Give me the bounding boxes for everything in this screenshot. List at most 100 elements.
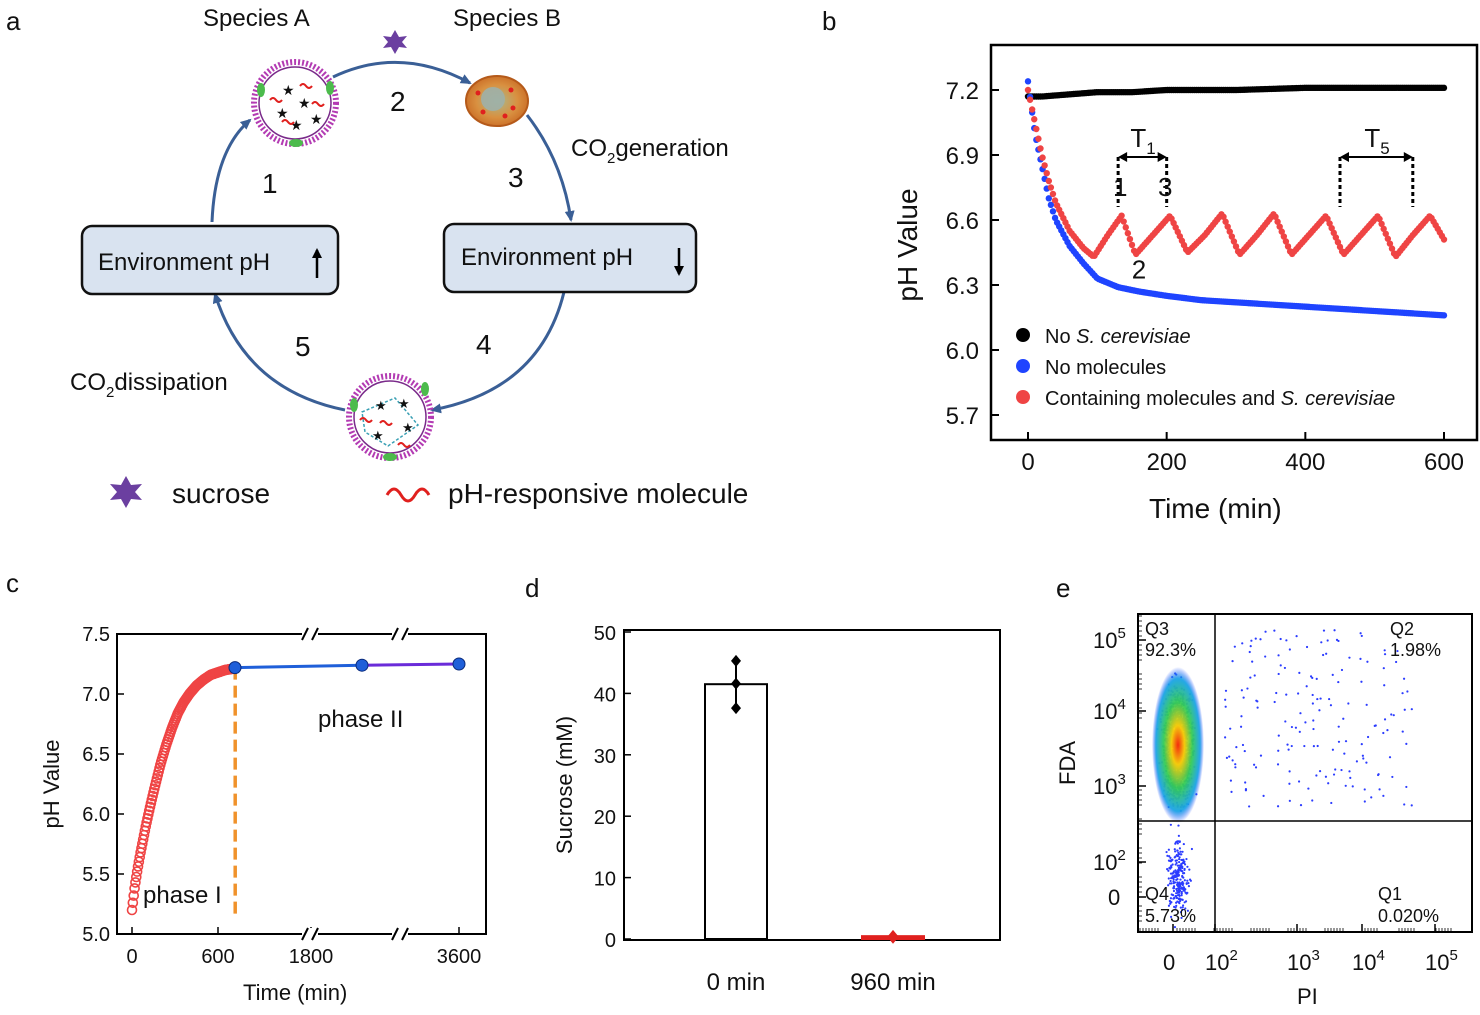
event-dot [1173,881,1177,884]
chart-b-point [1276,223,1283,230]
peak-label: 3 [1158,172,1172,202]
phase-1-label: phase I [143,882,222,909]
event-dot [1181,858,1184,862]
event-dot [1184,907,1187,910]
panel-c-chart: c 5.0 5.5 6.0 6.5 7.0 7.5 0 600 1800 3600 Time (m… [6,568,487,1005]
event-dot [1182,871,1186,875]
event-dot [1166,854,1169,857]
event-dot [1174,841,1177,844]
chart-b-series-0 [1024,84,1448,100]
event-dot [1179,906,1182,909]
event-dot [1177,851,1180,854]
chart-b-point [1382,230,1389,237]
event-dot [1312,727,1315,731]
event-dot [1179,911,1183,914]
event-dot [1330,801,1333,805]
event-dot [1224,705,1227,708]
axis-break-mark [401,627,409,641]
event-dot [1248,805,1251,808]
period-arrowhead-left [1118,152,1128,162]
chart-d-category-label: 960 min [850,969,935,996]
event-dot [1179,882,1182,885]
svg-text:★: ★ [372,428,384,443]
event-dot [1180,898,1183,901]
event-dot [1169,902,1172,905]
chart-b-legend: No S. cerevisiae No molecules Containing… [1016,326,1395,410]
event-dot [1188,868,1191,871]
event-dot [1168,882,1172,885]
period-label-1: T5 [1364,123,1389,158]
event-dot [1176,849,1179,852]
event-dot [1251,660,1254,663]
chart-b-point [1033,125,1040,133]
event-dot [1297,780,1301,783]
event-dot [1183,879,1186,882]
chart-b-x-tick-label: 200 [1147,449,1187,476]
chart-b-point [1047,201,1055,209]
event-dot [1309,675,1313,678]
event-dot [1276,763,1280,766]
chart-b-point [1039,154,1046,161]
event-dot [1178,856,1181,859]
event-dot [1349,776,1352,779]
svg-text:★: ★ [398,396,410,411]
event-dot [1324,775,1328,778]
event-dot [1288,782,1291,785]
event-dot [1344,740,1348,743]
event-dot [1277,749,1280,752]
axis-break-mark [301,627,309,641]
chart-e-y-tick-label: 0 [1108,885,1120,910]
event-dot [1176,842,1179,845]
event-dot [1347,702,1350,705]
event-dot [1171,893,1175,897]
event-dot [1318,709,1321,712]
event-dot [1273,629,1276,632]
chart-b-point [1043,170,1050,177]
chart-b-point [1126,235,1134,243]
phase2-point [452,657,466,671]
chart-b-y-tick-label: 6.0 [946,338,979,365]
event-dot [1283,666,1287,670]
chart-b-x-tick-label: 0 [1021,449,1034,476]
panel-letter-b: b [822,6,836,36]
chart-c-y-tick-label: 6.5 [82,744,110,766]
event-dot [1169,872,1173,875]
event-dot [1249,676,1252,679]
event-dot [1179,869,1182,872]
event-dot [1285,693,1288,696]
event-dot [1175,870,1178,873]
step-number-4: 4 [476,329,492,360]
phase1-point [127,897,139,909]
event-dot [1376,773,1380,777]
period-arrowhead-left [1340,152,1349,162]
event-dot [1359,657,1362,660]
event-dot [1240,689,1243,692]
chart-b-point [1378,220,1385,228]
event-dot [1262,794,1265,797]
legend-label-no-yeast: No S. cerevisiae [1045,326,1191,348]
event-dot [1360,680,1363,683]
event-dot [1178,840,1181,843]
chart-b-point [1028,106,1036,113]
event-dot [1279,664,1282,667]
event-dot [1390,713,1393,716]
event-dot [1320,641,1323,644]
phase2-point [228,661,242,675]
event-dot [1331,673,1334,676]
event-dot [1299,712,1302,715]
event-dot [1402,677,1406,680]
arrow-step-1 [210,118,252,223]
event-dot [1181,883,1184,886]
environment-ph-down-label: Environment pH [461,244,633,271]
event-dot [1382,794,1385,797]
event-dot [1286,743,1289,746]
event-dot [1183,889,1186,892]
chart-d-y-tick-label: 0 [605,930,616,952]
phase1-point [131,866,143,877]
species-b-label: Species B [453,5,561,32]
phase-2-label: phase II [318,706,403,733]
event-dot [1277,734,1280,737]
event-dot [1360,743,1363,746]
chart-e-y-tick-label: 104 [1093,696,1126,724]
event-dot [1183,863,1187,866]
